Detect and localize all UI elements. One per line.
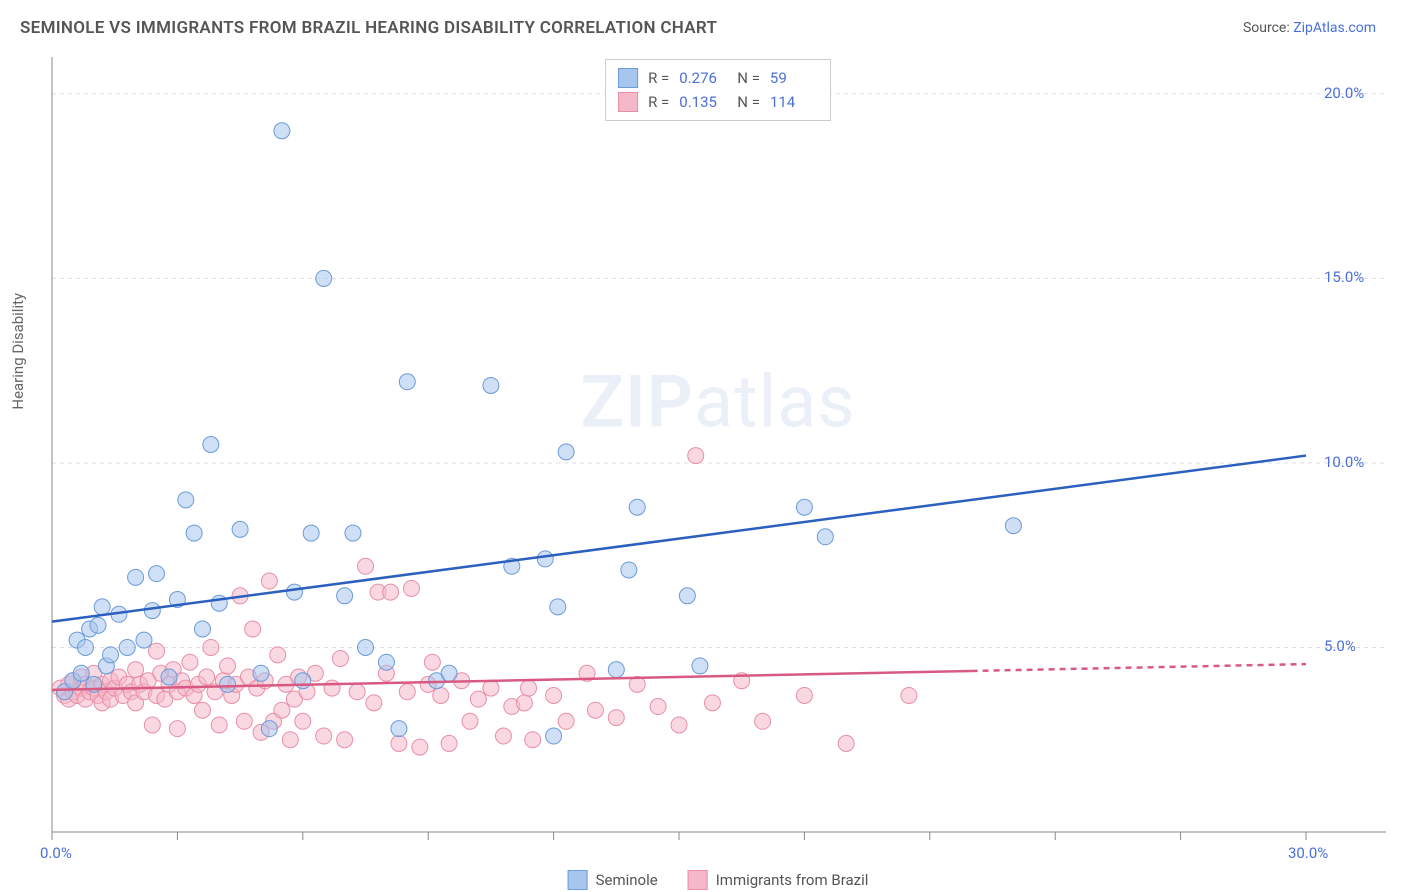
y-tick-15: 15.0% <box>1324 268 1364 286</box>
y-tick-20: 20.0% <box>1324 84 1364 102</box>
legend-label-seminole: Seminole <box>596 871 658 889</box>
y-axis-label: Hearing Disability <box>9 292 27 409</box>
swatch-brazil <box>688 870 708 890</box>
chart-container: Hearing Disability ZIPatlas R = 0.276 N … <box>50 55 1386 862</box>
y-tick-10: 10.0% <box>1324 453 1364 471</box>
x-tick-30: 30.0% <box>1288 844 1328 862</box>
source-attribution: Source: ZipAtlas.com <box>1243 20 1376 36</box>
source-link[interactable]: ZipAtlas.com <box>1293 20 1376 36</box>
y-tick-5: 5.0% <box>1324 637 1356 655</box>
chart-title: SEMINOLE VS IMMIGRANTS FROM BRAZIL HEARI… <box>20 18 717 38</box>
legend-item-seminole: Seminole <box>568 870 658 890</box>
legend-label-brazil: Immigrants from Brazil <box>716 871 869 889</box>
legend-stats: R = 0.276 N = 59 R = 0.135 N = 114 <box>605 59 831 121</box>
legend-item-brazil: Immigrants from Brazil <box>688 870 869 890</box>
x-tick-0: 0.0% <box>40 844 72 862</box>
swatch-seminole <box>568 870 588 890</box>
legend-series: Seminole Immigrants from Brazil <box>568 870 869 890</box>
source-prefix: Source: <box>1243 20 1293 36</box>
scatter-plot <box>50 55 1386 862</box>
swatch-seminole <box>618 68 638 88</box>
swatch-brazil <box>618 92 638 112</box>
legend-row-brazil: R = 0.135 N = 114 <box>618 90 818 114</box>
legend-row-seminole: R = 0.276 N = 59 <box>618 66 818 90</box>
